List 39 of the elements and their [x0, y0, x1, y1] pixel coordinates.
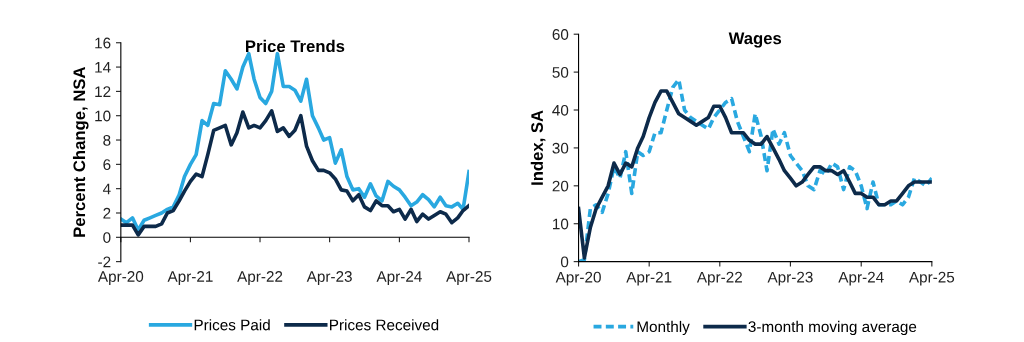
chart-title: Wages — [728, 32, 782, 48]
y-tick-label: 8 — [103, 134, 111, 146]
x-tick-label: Apr-25 — [908, 271, 955, 286]
x-tick-label: Apr-21 — [626, 271, 672, 286]
chart-title: Price Trends — [246, 39, 345, 53]
y-tick-label: 10 — [553, 218, 569, 230]
x-tick-label: Apr-20 — [555, 271, 601, 286]
y-tick-label: 50 — [552, 66, 569, 78]
y-tick-label: 60 — [552, 29, 569, 40]
y-tick-label: -2 — [98, 256, 111, 268]
legend-label: Monthly — [637, 320, 690, 336]
y-tick-label: 4 — [102, 183, 111, 195]
y-tick-label: 0 — [560, 256, 569, 268]
y-tick-label: 16 — [95, 37, 111, 49]
y-tick-label: 40 — [552, 104, 569, 116]
y-axis-title: Index, SA — [530, 110, 546, 185]
legend-label: Prices Received — [330, 319, 439, 331]
y-tick-label: 2 — [103, 207, 111, 219]
y-axis-title: Percent Change, NSA — [72, 66, 89, 237]
x-tick-label: Apr-22 — [237, 271, 283, 285]
y-tick-label: 10 — [95, 110, 111, 122]
x-tick-label: Apr-24 — [376, 271, 422, 285]
legend-label: 3-month moving average — [748, 320, 917, 336]
x-tick-label: Apr-25 — [446, 271, 492, 285]
x-tick-label: Apr-24 — [838, 271, 884, 286]
y-tick-label: 12 — [95, 86, 111, 97]
y-tick-label: 30 — [552, 142, 569, 154]
y-tick-label: 0 — [103, 232, 111, 243]
line-series — [120, 51, 469, 232]
legend-label: Prices Paid — [194, 319, 270, 331]
y-tick-label: 6 — [103, 159, 111, 171]
y-tick-label: 20 — [552, 180, 569, 192]
line-series — [120, 109, 469, 237]
x-tick-label: Apr-23 — [306, 271, 352, 285]
x-tick-label: Apr-22 — [696, 271, 742, 286]
x-tick-label: Apr-20 — [97, 271, 144, 285]
x-tick-label: Apr-21 — [167, 271, 213, 285]
x-tick-label: Apr-23 — [767, 271, 813, 286]
y-tick-label: 14 — [95, 62, 111, 73]
